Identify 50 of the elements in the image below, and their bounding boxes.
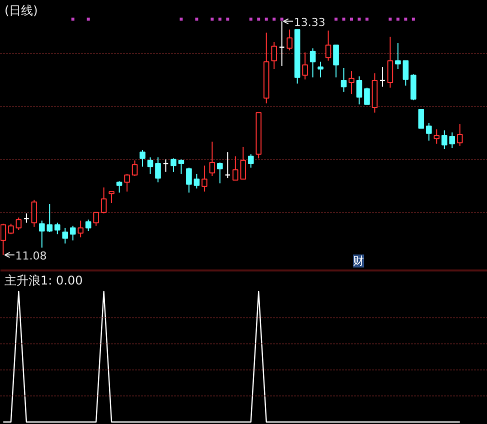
candlestick <box>402 60 409 86</box>
candlestick <box>16 217 22 230</box>
annotation: 财 <box>353 254 364 268</box>
candlestick <box>70 225 76 241</box>
candlestick <box>310 48 316 78</box>
candlestick <box>387 36 394 88</box>
candlestick <box>364 87 370 105</box>
candlestick <box>395 42 401 70</box>
candlestick <box>54 222 60 235</box>
candlestick <box>170 158 176 172</box>
chart-title: 主升浪1: 0.00 <box>4 274 83 288</box>
candlestick <box>217 162 223 184</box>
candlestick <box>318 61 324 78</box>
chart-title: (日线) <box>4 4 38 18</box>
candlestick <box>418 109 424 129</box>
candlestick <box>333 44 339 78</box>
candlestick <box>93 212 99 226</box>
annotation: 11.08 <box>15 249 47 262</box>
candlestick <box>178 158 184 174</box>
candlestick <box>140 150 146 168</box>
candlestick <box>456 124 463 146</box>
candlestick <box>31 199 38 228</box>
candlestick <box>85 219 92 232</box>
candlestick <box>62 227 68 244</box>
candlestick <box>100 186 107 214</box>
candlestick <box>278 20 285 66</box>
candlestick <box>209 141 216 176</box>
candlestick <box>78 220 84 238</box>
candlestick <box>325 30 332 62</box>
annotation: 13.33 <box>294 16 326 29</box>
candlestick <box>356 76 362 105</box>
candlestick <box>248 154 254 168</box>
candlestick <box>426 122 432 142</box>
candlestick <box>147 156 154 174</box>
candlestick <box>340 68 347 92</box>
candlestick <box>108 191 114 204</box>
candlestick <box>8 223 14 235</box>
candlestick <box>124 173 130 192</box>
candlestick <box>194 173 200 189</box>
candlestick <box>155 156 161 183</box>
candlestick <box>202 165 208 192</box>
candlestick <box>410 74 416 101</box>
candlestick <box>302 52 308 80</box>
candlestick <box>286 29 292 51</box>
candlestick <box>348 70 354 94</box>
candlestick <box>186 167 192 194</box>
candlestick <box>271 42 277 70</box>
candlestick <box>434 128 440 144</box>
candlestick <box>116 180 122 194</box>
candlestick <box>132 160 138 176</box>
